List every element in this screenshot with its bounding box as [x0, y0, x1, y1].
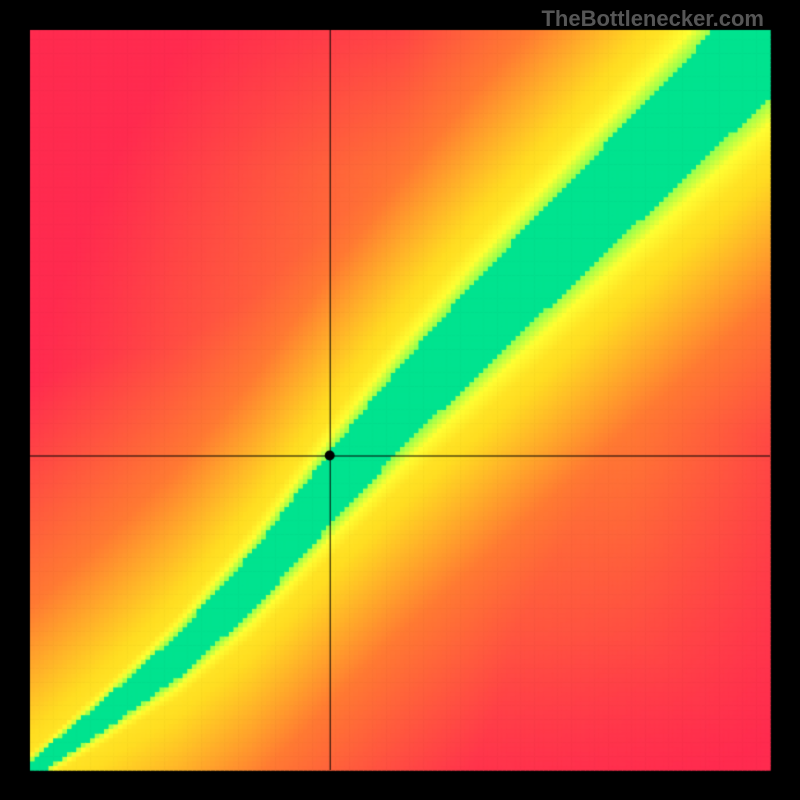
bottleneck-heatmap — [0, 0, 800, 800]
watermark-text: TheBottlenecker.com — [541, 6, 764, 32]
